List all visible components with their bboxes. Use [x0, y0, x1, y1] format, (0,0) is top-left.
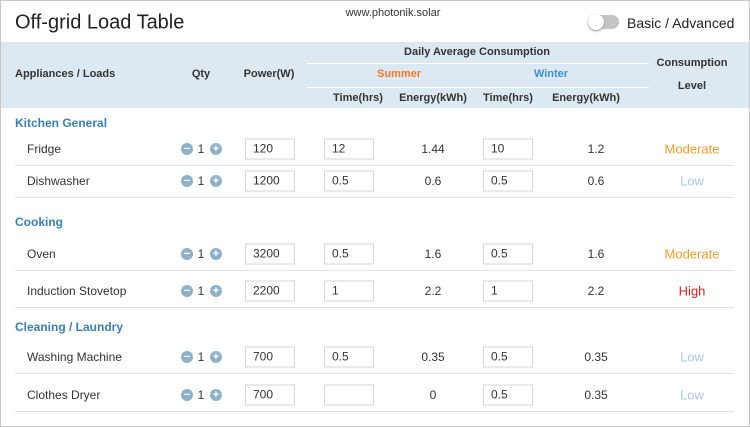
qty-minus[interactable]: − — [181, 351, 193, 363]
power-input[interactable]: 120 — [245, 138, 295, 160]
qty-plus[interactable]: + — [210, 248, 222, 260]
group-title: Cleaning / Laundry — [15, 320, 124, 334]
toggle-label: Basic / Advanced — [627, 15, 735, 31]
group-title: Cooking — [15, 215, 63, 229]
summer-energy: 0.6 — [424, 174, 442, 188]
col-header: Winter — [533, 68, 569, 80]
col-header: Time(hrs) — [333, 92, 383, 104]
divider — [306, 63, 649, 64]
summer-energy: 2.2 — [424, 284, 442, 298]
power-input[interactable]: 700 — [245, 346, 295, 368]
appliance-name: Dishwasher — [27, 174, 90, 188]
winter-energy: 0.6 — [587, 174, 605, 188]
qty-value: 1 — [197, 174, 205, 188]
winter-energy: 0.35 — [584, 350, 608, 364]
qty-plus[interactable]: + — [210, 143, 222, 155]
appliance-name: Oven — [27, 247, 56, 261]
col-header: Consumption — [656, 57, 728, 69]
summer-time-input[interactable]: 0.5 — [324, 243, 374, 265]
row-separator — [15, 373, 734, 374]
consumption-level: Moderate — [664, 246, 720, 262]
appliance-name: Fridge — [27, 142, 62, 156]
power-input[interactable]: 2200 — [245, 280, 295, 302]
col-header: Appliances / Loads — [15, 68, 116, 80]
consumption-level: Low — [680, 387, 704, 403]
site-link[interactable]: www.photonik.solar — [345, 7, 441, 19]
col-header: Daily Average Consumption — [404, 46, 550, 58]
winter-time-input[interactable]: 1 — [483, 280, 533, 302]
summer-time-input[interactable]: 1 — [324, 280, 374, 302]
row-separator — [15, 270, 734, 271]
qty-minus[interactable]: − — [181, 285, 193, 297]
title: Off-grid Load Table — [15, 11, 185, 34]
row-separator — [15, 165, 734, 166]
summer-energy: 1.44 — [421, 142, 445, 156]
qty-plus[interactable]: + — [210, 351, 222, 363]
col-header: Qty — [191, 68, 211, 80]
appliance-name: Clothes Dryer — [27, 388, 101, 402]
summer-time-input[interactable]: 0.5 — [324, 346, 374, 368]
table-header — [1, 42, 749, 108]
divider — [306, 87, 649, 88]
consumption-level: Low — [680, 173, 704, 189]
qty-value: 1 — [197, 350, 205, 364]
col-header: Time(hrs) — [483, 92, 533, 104]
qty-plus[interactable]: + — [210, 175, 222, 187]
qty-minus[interactable]: − — [181, 389, 193, 401]
consumption-level: Low — [680, 349, 704, 365]
qty-value: 1 — [197, 388, 205, 402]
appliance-name: Induction Stovetop — [27, 284, 127, 298]
qty-plus[interactable]: + — [210, 285, 222, 297]
winter-energy: 1.6 — [587, 247, 605, 261]
summer-time-input[interactable]: 0.5 — [324, 170, 374, 192]
power-input[interactable]: 1200 — [245, 170, 295, 192]
qty-minus[interactable]: − — [181, 248, 193, 260]
col-header: Summer — [376, 68, 422, 80]
summer-time-input[interactable] — [324, 384, 374, 406]
winter-time-input[interactable]: 0.5 — [483, 384, 533, 406]
winter-energy: 0.35 — [584, 388, 608, 402]
qty-value: 1 — [197, 142, 205, 156]
row-separator — [15, 197, 734, 198]
consumption-level: High — [678, 283, 706, 299]
summer-energy: 1.6 — [424, 247, 442, 261]
row-separator — [15, 307, 734, 308]
toggle[interactable] — [588, 14, 619, 30]
winter-time-input[interactable]: 0.5 — [483, 243, 533, 265]
qty-plus[interactable]: + — [210, 389, 222, 401]
appliance-name: Washing Machine — [27, 350, 122, 364]
qty-value: 1 — [197, 247, 205, 261]
summer-time-input[interactable]: 12 — [324, 138, 374, 160]
row-separator — [15, 411, 734, 412]
consumption-level: Moderate — [664, 141, 720, 157]
summer-energy: 0.35 — [421, 350, 445, 364]
qty-value: 1 — [197, 284, 205, 298]
power-input[interactable]: 3200 — [245, 243, 295, 265]
qty-minus[interactable]: − — [181, 175, 193, 187]
winter-time-input[interactable]: 0.5 — [483, 170, 533, 192]
winter-energy: 1.2 — [587, 142, 605, 156]
winter-energy: 2.2 — [587, 284, 605, 298]
col-header: Power(W) — [243, 68, 295, 80]
summer-energy: 0 — [429, 388, 437, 402]
group-title: Kitchen General — [15, 116, 108, 130]
winter-time-input[interactable]: 0.5 — [483, 346, 533, 368]
col-header: Level — [677, 80, 707, 92]
power-input[interactable]: 700 — [245, 384, 295, 406]
col-header: Energy(kWh) — [399, 92, 467, 104]
winter-time-input[interactable]: 10 — [483, 138, 533, 160]
col-header: Energy(kWh) — [552, 92, 620, 104]
qty-minus[interactable]: − — [181, 143, 193, 155]
